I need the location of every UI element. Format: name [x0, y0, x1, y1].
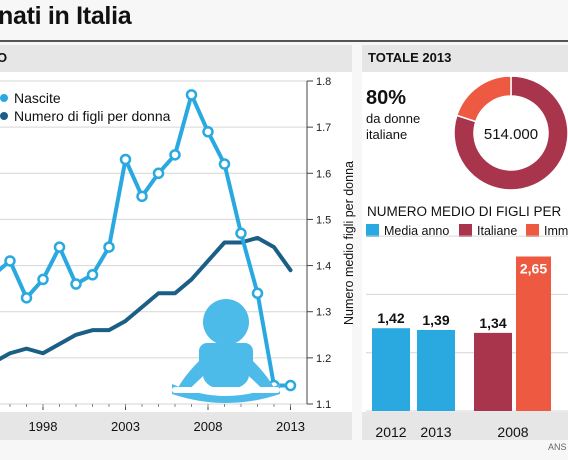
bar-value-label: 1,34	[479, 315, 506, 331]
nascite-point	[284, 379, 297, 392]
bar-value-label: 1,42	[377, 310, 404, 326]
nascite-point	[202, 126, 214, 138]
nascite-point	[37, 273, 49, 286]
x-axis-band	[0, 412, 352, 440]
y2-tick-label: 1.1	[316, 399, 331, 411]
title-rule	[0, 40, 568, 42]
line-figli-per-donna	[0, 235, 293, 362]
bar-x-tick-label: 2008	[497, 424, 528, 440]
nascite-point	[152, 167, 165, 180]
share-text-line2: italiane	[366, 127, 407, 142]
legend-marker-figli	[0, 112, 8, 120]
bar	[417, 329, 455, 411]
totals-header: TOTALE 2013	[368, 50, 452, 65]
bar	[372, 328, 410, 411]
x-tick-label: 2008	[194, 419, 223, 434]
y2-tick-label: 1.4	[316, 261, 331, 273]
bar-series: 1,42 1,39 1,34 2,65	[372, 256, 551, 411]
nascite-point	[185, 89, 198, 101]
bar-x-tick-label: 2012	[375, 424, 406, 440]
bar-legend-label-imm: Imm	[544, 224, 568, 238]
line-series	[0, 89, 297, 392]
line-chart-gridlines	[0, 80, 307, 405]
bar-legend-label-media: Media anno	[384, 224, 449, 238]
bar-value-label: 2,65	[520, 261, 547, 277]
x-tick-label: 2003	[111, 419, 140, 434]
secondary-y-axis: 1.1 1.2 1.3 1.4 1.5 1.6 1.7 1.8	[306, 76, 331, 411]
legend: Nascite Numero di figli per donna	[0, 90, 171, 124]
bar-legend-swatch-italiane	[459, 224, 472, 237]
nascite-point	[251, 287, 264, 300]
nascite-point	[53, 241, 66, 253]
nascite-point	[103, 241, 115, 253]
y2-tick-label: 1.8	[316, 76, 331, 88]
bar-axis-band	[362, 412, 568, 440]
bar-legend-swatch-media	[366, 224, 379, 237]
nascite-point	[169, 149, 181, 161]
nascite-point	[235, 227, 247, 240]
bar-x-tick-label: 2013	[420, 424, 451, 440]
bar-legend-swatch-imm	[526, 224, 539, 237]
bar-legend: Media anno Italiane Imm	[366, 224, 568, 238]
nascite-point	[4, 255, 16, 267]
x-tick-label: 2013	[276, 419, 305, 434]
line-chart-header: O	[0, 50, 8, 65]
legend-label-figli: Numero di figli per donna	[14, 108, 171, 124]
y2-tick-label: 1.2	[316, 353, 331, 365]
nascite-point	[86, 269, 99, 281]
nascite-point	[20, 292, 33, 304]
secondary-y-axis-label: Numero medio figli per donna	[342, 161, 356, 325]
line-chart-header-band	[0, 45, 352, 72]
y2-tick-label: 1.3	[316, 307, 331, 319]
y2-tick-label: 1.7	[316, 122, 331, 134]
bar	[474, 332, 512, 411]
totals-header-band	[362, 45, 568, 72]
x-axis-ticks: 1998 2003 2008 2013	[9, 404, 305, 434]
bar-value-label: 1,39	[422, 312, 449, 328]
page-title: nati in Italia	[0, 2, 132, 30]
legend-label-nascite: Nascite	[14, 90, 61, 106]
share-text-line1: da donne	[366, 111, 420, 126]
y2-tick-label: 1.5	[316, 214, 331, 226]
bar	[516, 256, 551, 411]
bar-x-ticks: 2012 2013 2008	[375, 424, 528, 440]
bar-legend-label-italiane: Italiane	[477, 224, 517, 238]
legend-marker-nascite	[0, 94, 8, 102]
donut-slice-immigrate	[455, 75, 512, 123]
y2-tick-label: 1.6	[316, 168, 331, 180]
donut-center-value: 514.000	[484, 126, 538, 143]
nascite-point	[70, 278, 82, 290]
source-credit: ANS	[548, 442, 567, 452]
x-tick-label: 1998	[29, 419, 58, 434]
nascite-point	[119, 153, 132, 166]
bar-chart-header: NUMERO MEDIO DI FIGLI PER	[367, 204, 562, 219]
share-percent: 80%	[366, 87, 406, 109]
nascite-point	[218, 158, 231, 170]
baby-icon	[172, 299, 280, 403]
nascite-point	[136, 190, 148, 203]
